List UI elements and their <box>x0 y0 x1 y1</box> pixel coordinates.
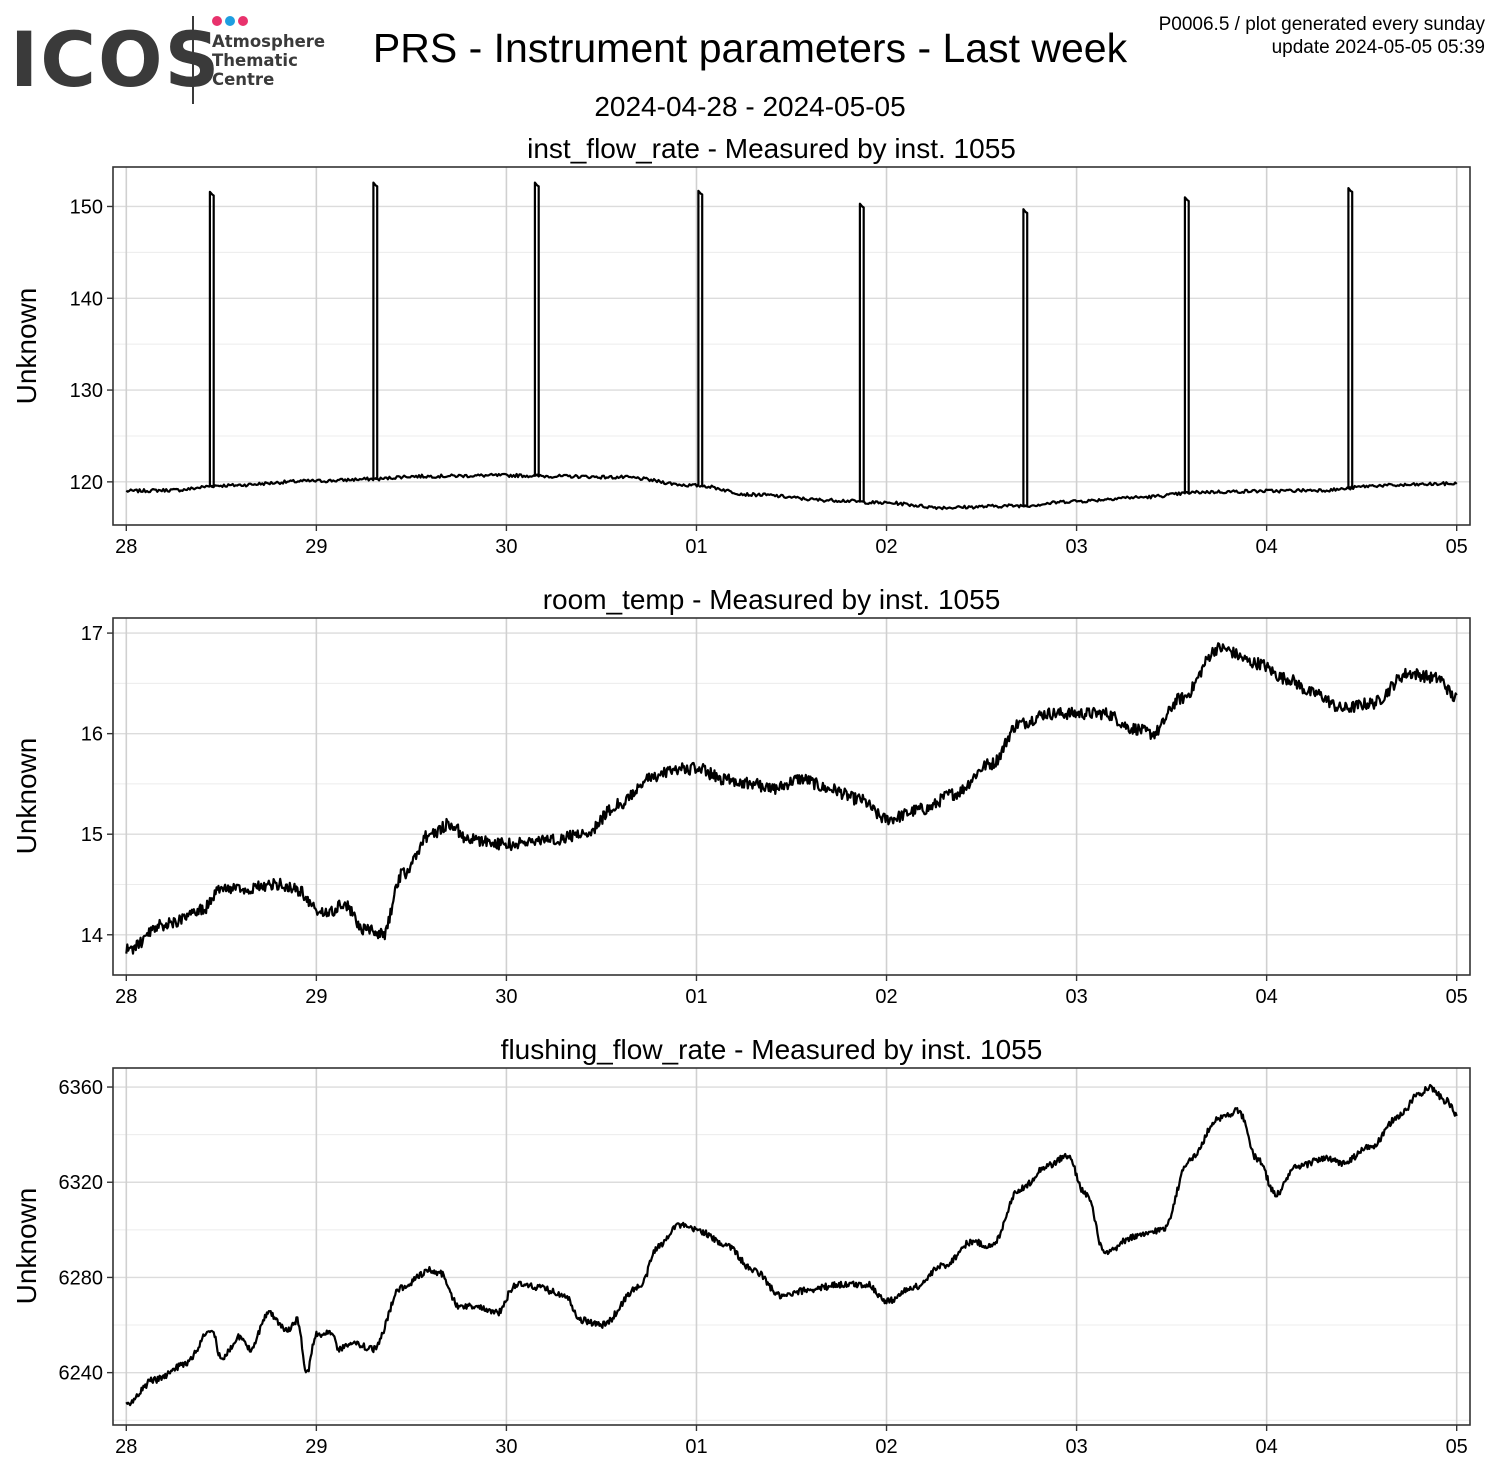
x-tick-label: 01 <box>685 986 707 1008</box>
plot-meta: P0006.5 / plot generated every sunday up… <box>1159 13 1485 59</box>
x-tick-label: 02 <box>875 1436 897 1458</box>
y-tick-label: 15 <box>81 824 103 846</box>
y-tick-label: 17 <box>81 623 103 645</box>
logo-dots <box>212 16 248 26</box>
x-tick-label: 01 <box>685 1436 707 1458</box>
x-tick-label: 29 <box>305 986 327 1008</box>
x-tick-label: 04 <box>1256 986 1278 1008</box>
x-tick-label: 01 <box>685 536 707 558</box>
x-tick-label: 04 <box>1256 536 1278 558</box>
chart-panel-3: 6240 6280 6320 6360 28 29 30 01 02 03 04 05 flushing… <box>11 1034 1471 1458</box>
panel-border <box>112 1067 1471 1426</box>
y-tick-label: 130 <box>70 380 103 402</box>
y-tick-label: 120 <box>70 472 103 494</box>
x-tick-label: 04 <box>1256 1436 1278 1458</box>
x-tick-label: 30 <box>495 986 517 1008</box>
meta-update-time: update 2024-05-05 05:39 <box>1271 37 1485 58</box>
x-tick-label: 05 <box>1446 536 1468 558</box>
y-tick-label: 6360 <box>59 1077 104 1099</box>
panel-title: room_temp - Measured by inst. 1055 <box>543 584 1001 615</box>
logo-line-1: Atmosphere <box>212 32 326 51</box>
chart-panel-1: 120 130 140 150 28 29 30 01 02 03 04 05 inst_flow_ra… <box>11 133 1471 558</box>
logo-dot-blue <box>225 16 235 26</box>
logo-subtitle: Atmosphere Thematic Centre <box>212 32 325 89</box>
y-tick-label: 150 <box>70 196 103 218</box>
logo-line-3: Centre <box>212 70 275 89</box>
logo-dot-pink-2 <box>238 16 248 26</box>
x-tick-label: 02 <box>875 536 897 558</box>
x-tick-label: 05 <box>1446 986 1468 1008</box>
panel-border <box>112 617 1471 976</box>
x-tick-label: 02 <box>875 986 897 1008</box>
logo-divider <box>192 16 194 104</box>
y-tick-label: 14 <box>81 925 103 947</box>
y-tick-label: 140 <box>70 288 103 310</box>
x-tick-label: 29 <box>305 1436 327 1458</box>
x-tick-label: 03 <box>1065 536 1087 558</box>
panel-title: flushing_flow_rate - Measured by inst. 1… <box>501 1034 1043 1065</box>
y-axis-label: Unknown <box>11 288 42 405</box>
logo-dot-pink <box>212 16 222 26</box>
logo-wordmark: ICOS <box>10 15 222 104</box>
x-tick-label: 29 <box>305 536 327 558</box>
y-tick-label: 16 <box>81 724 103 746</box>
x-tick-label: 28 <box>115 536 137 558</box>
date-range-subtitle: 2024-04-28 - 2024-05-05 <box>594 91 906 122</box>
x-tick-label: 05 <box>1446 1436 1468 1458</box>
x-tick-label: 30 <box>495 1436 517 1458</box>
x-tick-label: 28 <box>115 986 137 1008</box>
series-line <box>125 1083 1458 1407</box>
page-title: PRS - Instrument parameters - Last week <box>372 25 1128 71</box>
y-tick-label: 6240 <box>59 1363 104 1385</box>
x-tick-label: 30 <box>495 536 517 558</box>
series-line <box>125 181 1458 511</box>
x-tick-label: 28 <box>115 1436 137 1458</box>
x-tick-label: 03 <box>1065 1436 1087 1458</box>
meta-generation-note: P0006.5 / plot generated every sunday <box>1158 14 1485 35</box>
y-axis-label: Unknown <box>11 1188 42 1305</box>
panel-title: inst_flow_rate - Measured by inst. 1055 <box>527 133 1016 164</box>
icos-logo: ICOS Atmosphere Thematic Centre <box>10 14 330 106</box>
y-axis-label: Unknown <box>11 738 42 855</box>
series-line <box>125 642 1458 955</box>
x-tick-label: 03 <box>1065 986 1087 1008</box>
chart-panel-2: 14 15 16 17 28 29 30 01 02 03 04 05 room_temp - Meas… <box>11 584 1471 1008</box>
y-tick-label: 6320 <box>59 1172 104 1194</box>
y-tick-label: 6280 <box>59 1267 104 1289</box>
logo-line-2: Thematic <box>212 51 298 70</box>
panel-border <box>112 166 1471 526</box>
